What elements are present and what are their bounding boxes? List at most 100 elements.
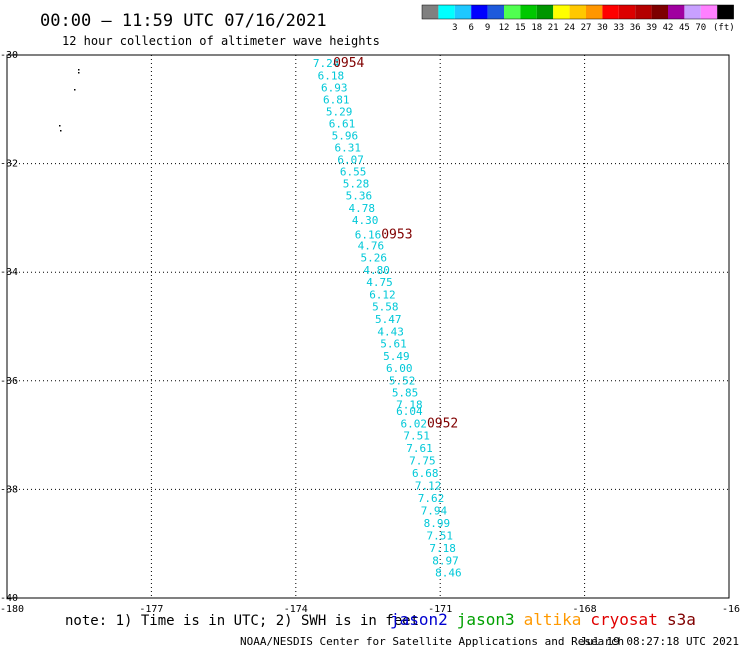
color-scale-swatch — [651, 5, 668, 19]
x-tick-label: -168 — [573, 604, 597, 615]
swh-value-label: 5.47 — [375, 313, 402, 326]
color-scale-swatch — [569, 5, 586, 19]
color-scale-label: 21 — [548, 23, 559, 33]
footer-credit: NOAA/NESDIS Center for Satellite Applica… — [240, 635, 624, 648]
satellite-legend: jason2 jason3 altika cryosat s3a — [390, 610, 696, 629]
plot-area: -180 -177 -174 -171 -168 -16 -30-32-34-36-38-… — [0, 50, 740, 615]
x-tick-label: -180 — [0, 604, 24, 615]
color-scale-swatch — [536, 5, 554, 19]
swh-value-label: 7.51 — [403, 430, 430, 443]
color-scale-label: 3 — [452, 23, 457, 33]
swh-value-label: 5.29 — [326, 105, 353, 118]
x-axis-ticks: -180 -177 -174 -171 -168 -16 — [0, 604, 740, 615]
swh-value-label: 8.97 — [432, 555, 459, 568]
color-scale-label: 12 — [499, 23, 510, 33]
color-scale-swatch — [668, 5, 685, 19]
island-speck — [74, 89, 76, 91]
land-specks — [59, 69, 80, 132]
color-scale-label: 27 — [581, 23, 592, 33]
swh-value-label: 6.55 — [340, 166, 367, 179]
swh-value-label: 5.85 — [392, 387, 419, 400]
color-scale-swatch — [504, 5, 521, 19]
island-speck — [78, 72, 80, 74]
color-scale-swatch — [684, 5, 701, 19]
swh-value-label: 6.02 — [400, 418, 427, 431]
color-scale-label: 18 — [531, 23, 542, 33]
satellite-legend-jason3: jason3 — [457, 610, 515, 629]
color-scale-label: 30 — [597, 23, 608, 33]
color-scale-unit: (ft) — [713, 23, 735, 33]
swh-value-label: 4.80 — [363, 264, 390, 277]
color-scale-swatch — [602, 5, 619, 19]
pass-time-label: 0952 — [427, 417, 458, 432]
color-scale-label: 15 — [515, 23, 526, 33]
color-scale-label: 45 — [679, 23, 690, 33]
color-scale-swatch — [422, 5, 439, 19]
color-scale-border — [421, 4, 734, 20]
swh-value-label: 7.94 — [421, 505, 448, 518]
swh-value-label: 7.18 — [396, 399, 423, 412]
grid-lines — [7, 55, 729, 598]
footer-timestamp: Jul 19 08:27:18 UTC 2021 — [580, 635, 739, 648]
footer-note: note: 1) Time is in UTC; 2) SWH is in fe… — [65, 613, 419, 629]
swh-value-label: 5.49 — [383, 350, 410, 363]
swh-value-label: 6.68 — [412, 467, 439, 480]
color-scale-label: 36 — [630, 23, 641, 33]
color-scale-swatch — [553, 5, 570, 19]
color-scale-swatch — [487, 5, 504, 19]
island-speck — [59, 125, 61, 127]
swh-value-label: 6.16 — [355, 229, 382, 242]
swh-value-label: 8.46 — [435, 566, 462, 579]
satellite-legend-altika: altika — [524, 610, 582, 629]
swh-value-label: 6.93 — [321, 82, 348, 95]
swh-value-label: 6.61 — [329, 117, 356, 130]
swh-value-label: 5.52 — [389, 374, 416, 387]
swh-value-label: 8.99 — [424, 517, 451, 530]
swh-value-label: 5.28 — [343, 178, 370, 191]
swh-value-label: 6.07 — [337, 153, 364, 166]
color-scale-label: 33 — [613, 23, 624, 33]
swh-value-label: 7.24 — [313, 57, 340, 70]
color-scale-swatch — [454, 5, 472, 19]
swh-value-label: 5.36 — [346, 190, 373, 203]
x-tick-label: -171 — [428, 604, 452, 615]
x-tick-label: -177 — [139, 604, 163, 615]
swh-value-label: 7.75 — [409, 455, 436, 468]
swh-value-label: 5.61 — [380, 337, 407, 350]
satellite-legend-jason2: jason2 — [390, 610, 448, 629]
chart-title: 00:00 — 11:59 UTC 07/16/2021 — [40, 11, 327, 31]
swh-value-label: 4.76 — [358, 240, 385, 253]
swh-value-label: 4.30 — [352, 214, 379, 227]
swh-value-label: 5.58 — [372, 300, 399, 313]
y-tick-label: -34 — [0, 267, 18, 278]
swh-value-label: 7.12 — [415, 480, 442, 493]
satellite-legend-cryosat: cryosat — [590, 610, 657, 629]
color-scale-swatch — [700, 5, 718, 19]
swh-value-label: 6.81 — [323, 94, 350, 107]
color-scale-swatch — [717, 5, 734, 19]
color-scale-swatch — [618, 5, 636, 19]
swh-value-label: 7.51 — [426, 530, 453, 543]
y-tick-label: -40 — [0, 593, 18, 604]
pass-time-label: 0953 — [381, 228, 412, 243]
x-tick-label: -174 — [284, 604, 308, 615]
swh-value-label: 4.75 — [366, 276, 393, 289]
x-tick-label: -16 — [722, 604, 740, 615]
color-scale-legend: 3 6 9 12 15 18 21 24 27 30 33 36 39 42 45 70 (ft) — [421, 4, 735, 33]
swh-value-label: 4.43 — [377, 325, 404, 338]
y-tick-label: -38 — [0, 484, 18, 495]
color-scale-swatch — [635, 5, 652, 19]
color-scale-swatch — [586, 5, 603, 19]
pass-time-label: 0954 — [333, 56, 364, 71]
island-speck — [78, 69, 80, 71]
swh-value-label: 7.62 — [418, 492, 445, 505]
color-scale-label: 9 — [485, 23, 490, 33]
y-tick-label: -30 — [0, 50, 18, 61]
y-tick-label: -32 — [0, 159, 18, 170]
swh-value-label: 6.18 — [318, 70, 345, 83]
swh-value-label: 7.18 — [429, 542, 456, 555]
color-scale-swatch — [471, 5, 488, 19]
color-scale-label: 42 — [663, 23, 674, 33]
swh-value-label: 5.26 — [361, 252, 388, 265]
swh-value-label: 6.00 — [386, 362, 413, 375]
